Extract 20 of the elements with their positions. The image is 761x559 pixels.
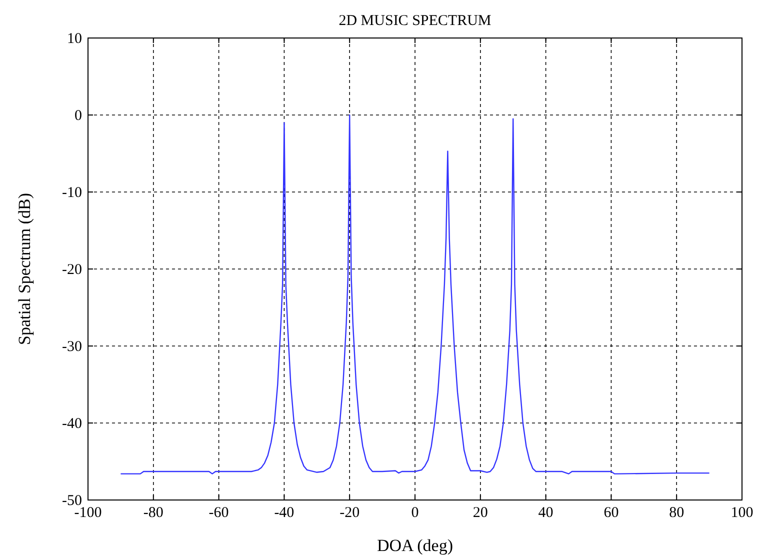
chart-title: 2D MUSIC SPECTRUM bbox=[338, 13, 492, 29]
line-series bbox=[120, 114, 710, 474]
y-tick-label: -10 bbox=[62, 185, 82, 201]
x-tick-label: 0 bbox=[411, 505, 419, 521]
x-tick-label: -20 bbox=[340, 505, 360, 521]
y-tick-label: -20 bbox=[62, 262, 82, 278]
y-tick-label: 0 bbox=[74, 108, 82, 124]
y-tick-label: -30 bbox=[62, 339, 82, 355]
x-tick-label: -60 bbox=[208, 505, 229, 521]
y-tick-label: 10 bbox=[67, 31, 82, 47]
x-tick-label: -40 bbox=[274, 505, 294, 521]
y-tick-label: -40 bbox=[62, 416, 82, 432]
x-tick-label: 20 bbox=[472, 505, 488, 521]
x-tick-label: 100 bbox=[730, 505, 754, 521]
x-tick-label: -80 bbox=[143, 505, 164, 521]
y-axis-title: Spatial Spectrum (dB) bbox=[15, 192, 34, 346]
x-tick-label: 60 bbox=[604, 505, 619, 521]
x-axis-title: DOA (deg) bbox=[376, 536, 454, 555]
x-tick-label: 80 bbox=[669, 505, 684, 521]
x-tick-label: 40 bbox=[538, 505, 554, 521]
